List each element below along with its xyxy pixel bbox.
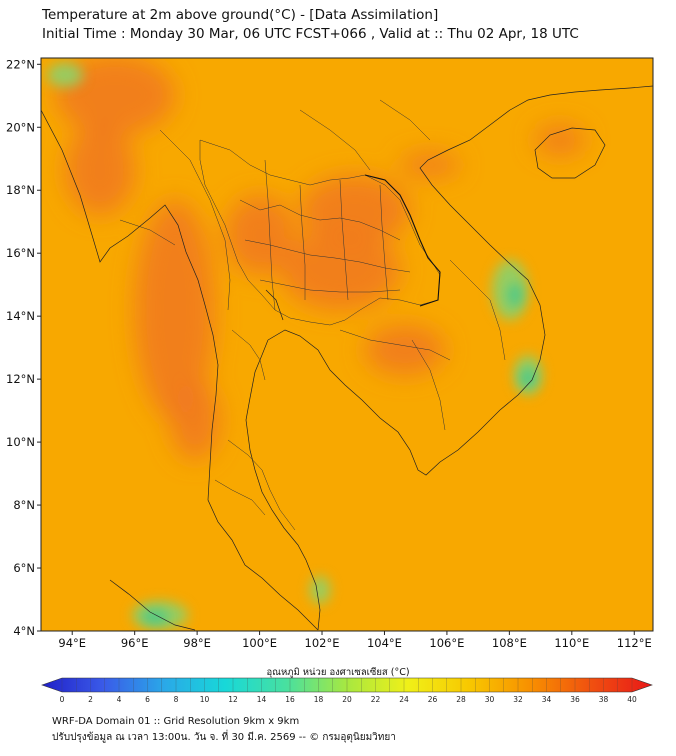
colorbar-label: 20 [342, 695, 352, 704]
colorbar-label: 36 [570, 695, 580, 704]
lon-tick-label: 96°E [121, 636, 149, 650]
coastlines [41, 85, 653, 631]
model-info: WRF-DA Domain 01 :: Grid Resolution 9km … [52, 716, 300, 727]
cooler-core-regions [141, 283, 536, 624]
longitude-axis: 94°E 96°E 98°E 100°E 102°E 104°E 106°E 108°E 110… [58, 631, 652, 650]
colorbar-label: 6 [145, 695, 150, 704]
province-borders [119, 99, 506, 531]
lat-tick-label: 22°N [6, 57, 35, 71]
lat-tick-label: 4°N [13, 624, 35, 638]
lon-tick-label: 110°E [554, 636, 589, 650]
colorbar-label: 14 [257, 695, 267, 704]
lat-tick-label: 12°N [6, 372, 35, 386]
lat-tick-label: 18°N [6, 183, 35, 197]
lat-tick-label: 20°N [6, 120, 35, 134]
colorbar-label: 2 [88, 695, 93, 704]
colorbar-label: 38 [599, 695, 609, 704]
lat-tick-label: 14°N [6, 309, 35, 323]
colorbar-label: 12 [228, 695, 238, 704]
mekong-border [364, 174, 441, 307]
lat-tick-label: 10°N [6, 435, 35, 449]
colorbar-label: 22 [371, 695, 381, 704]
colorbar-label: 0 [60, 695, 65, 704]
colorbar-label: 16 [285, 695, 295, 704]
lon-tick-label: 94°E [58, 636, 86, 650]
colorbar-labels: 0 2 4 6 8 10 12 14 16 18 20 22 24 26 28 30 32 34 36 38 40 [60, 695, 637, 704]
colorbar-ticks [61, 678, 633, 692]
lon-tick-label: 106°E [429, 636, 464, 650]
colorbar-label: 18 [314, 695, 324, 704]
colorbar-label: 24 [399, 695, 409, 704]
lon-tick-label: 112°E [617, 636, 652, 650]
colorbar: 0 2 4 6 8 10 12 14 16 18 20 22 24 26 28 30 32 34 36 38 40 [41, 677, 653, 704]
lat-tick-label: 8°N [13, 498, 35, 512]
lat-tick-label: 16°N [6, 246, 35, 260]
chart-title: Temperature at 2m above ground(°C) - [Da… [42, 7, 439, 23]
colorbar-label: 28 [456, 695, 466, 704]
lon-tick-label: 100°E [242, 636, 277, 650]
colorbar-title: อุณหภูมิ หน่วย องศาเซลเซียส (°C) [266, 667, 410, 678]
latitude-axis: 22°N 20°N 18°N 16°N 14°N 12°N 10°N 8°N 6°N 4°N [6, 57, 41, 638]
lon-tick-label: 104°E [367, 636, 402, 650]
colorbar-label: 4 [117, 695, 122, 704]
colorbar-label: 26 [428, 695, 438, 704]
colorbar-label: 34 [542, 695, 552, 704]
temperature-field [41, 58, 653, 631]
colorbar-label: 8 [174, 695, 179, 704]
colorbar-label: 32 [513, 695, 523, 704]
colorbar-label: 30 [485, 695, 495, 704]
map-frame [40, 57, 654, 632]
lon-tick-label: 98°E [183, 636, 211, 650]
colorbar-label: 40 [627, 695, 637, 704]
update-info: ปรับปรุงข้อมูล ณ เวลา 13:00น. วัน จ. ที่… [52, 732, 396, 743]
lon-tick-label: 108°E [492, 636, 527, 650]
colorbar-label: 10 [200, 695, 210, 704]
lat-tick-label: 6°N [13, 561, 35, 575]
chart-subtitle: Initial Time : Monday 30 Mar, 06 UTC FCS… [42, 26, 579, 42]
lon-tick-label: 102°E [305, 636, 340, 650]
